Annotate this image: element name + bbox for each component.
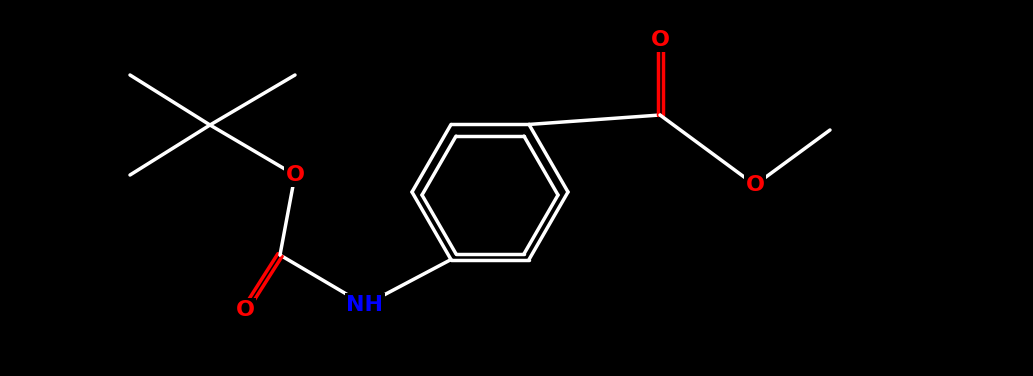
- Text: O: O: [746, 175, 764, 195]
- Text: O: O: [651, 30, 669, 50]
- Text: O: O: [236, 300, 254, 320]
- Text: NH: NH: [346, 295, 383, 315]
- Text: O: O: [285, 165, 305, 185]
